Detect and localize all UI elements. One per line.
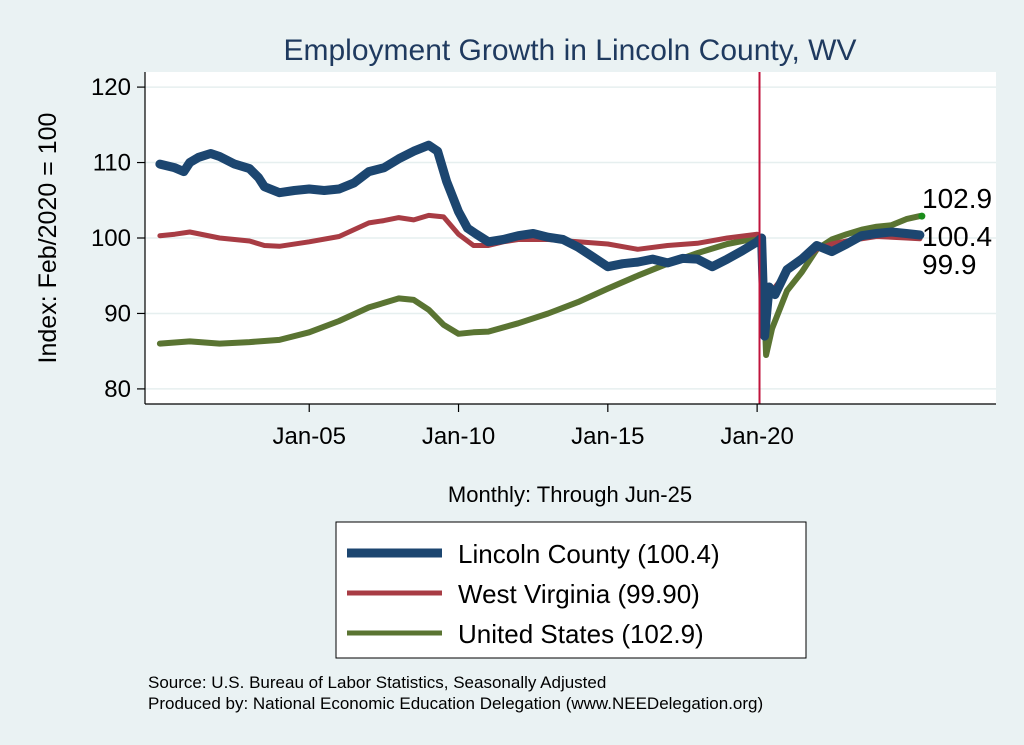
producer-note: Produced by: National Economic Education… <box>148 694 763 713</box>
series-lines <box>155 140 925 358</box>
legend-label-lincoln-county: Lincoln County (100.4) <box>458 539 720 569</box>
y-tick-label-90: 90 <box>104 300 131 327</box>
chart-title: Employment Growth in Lincoln County, WV <box>283 34 856 67</box>
y-axis-ticks: 80 90 100 110 120 <box>91 74 145 403</box>
legend-label-united-states: United States (102.9) <box>458 619 704 649</box>
x-tick-label-jan-10: Jan-10 <box>422 423 495 450</box>
legend: Lincoln County (100.4) West Virginia (99… <box>335 521 807 659</box>
y-axis-label: Index: Feb/2020 = 100 <box>34 113 62 364</box>
y-tick-label-80: 80 <box>104 376 131 403</box>
series-line-lincoln-county <box>155 140 925 341</box>
x-tick-label-jan-15: Jan-15 <box>571 423 644 450</box>
x-tick-label-jan-20: Jan-20 <box>720 423 793 450</box>
source-note: Source: U.S. Bureau of Labor Statistics,… <box>148 673 606 692</box>
legend-label-west-virginia: West Virginia (99.90) <box>458 579 700 609</box>
end-label-west-virginia: 99.9 <box>922 249 977 280</box>
x-tick-label-jan-05: Jan-05 <box>273 423 346 450</box>
x-axis-label: Monthly: Through Jun-25 <box>448 482 692 507</box>
series-line-united-states <box>156 213 923 358</box>
end-label-lincoln-county: 100.4 <box>922 221 992 252</box>
us-end-point <box>918 212 926 220</box>
end-label-united-states: 102.9 <box>922 183 992 214</box>
y-tick-label-120: 120 <box>91 74 131 101</box>
x-axis-ticks: Jan-05 Jan-10 Jan-15 Jan-20 <box>273 404 794 450</box>
y-tick-label-100: 100 <box>91 225 131 252</box>
y-tick-label-110: 110 <box>93 150 131 177</box>
